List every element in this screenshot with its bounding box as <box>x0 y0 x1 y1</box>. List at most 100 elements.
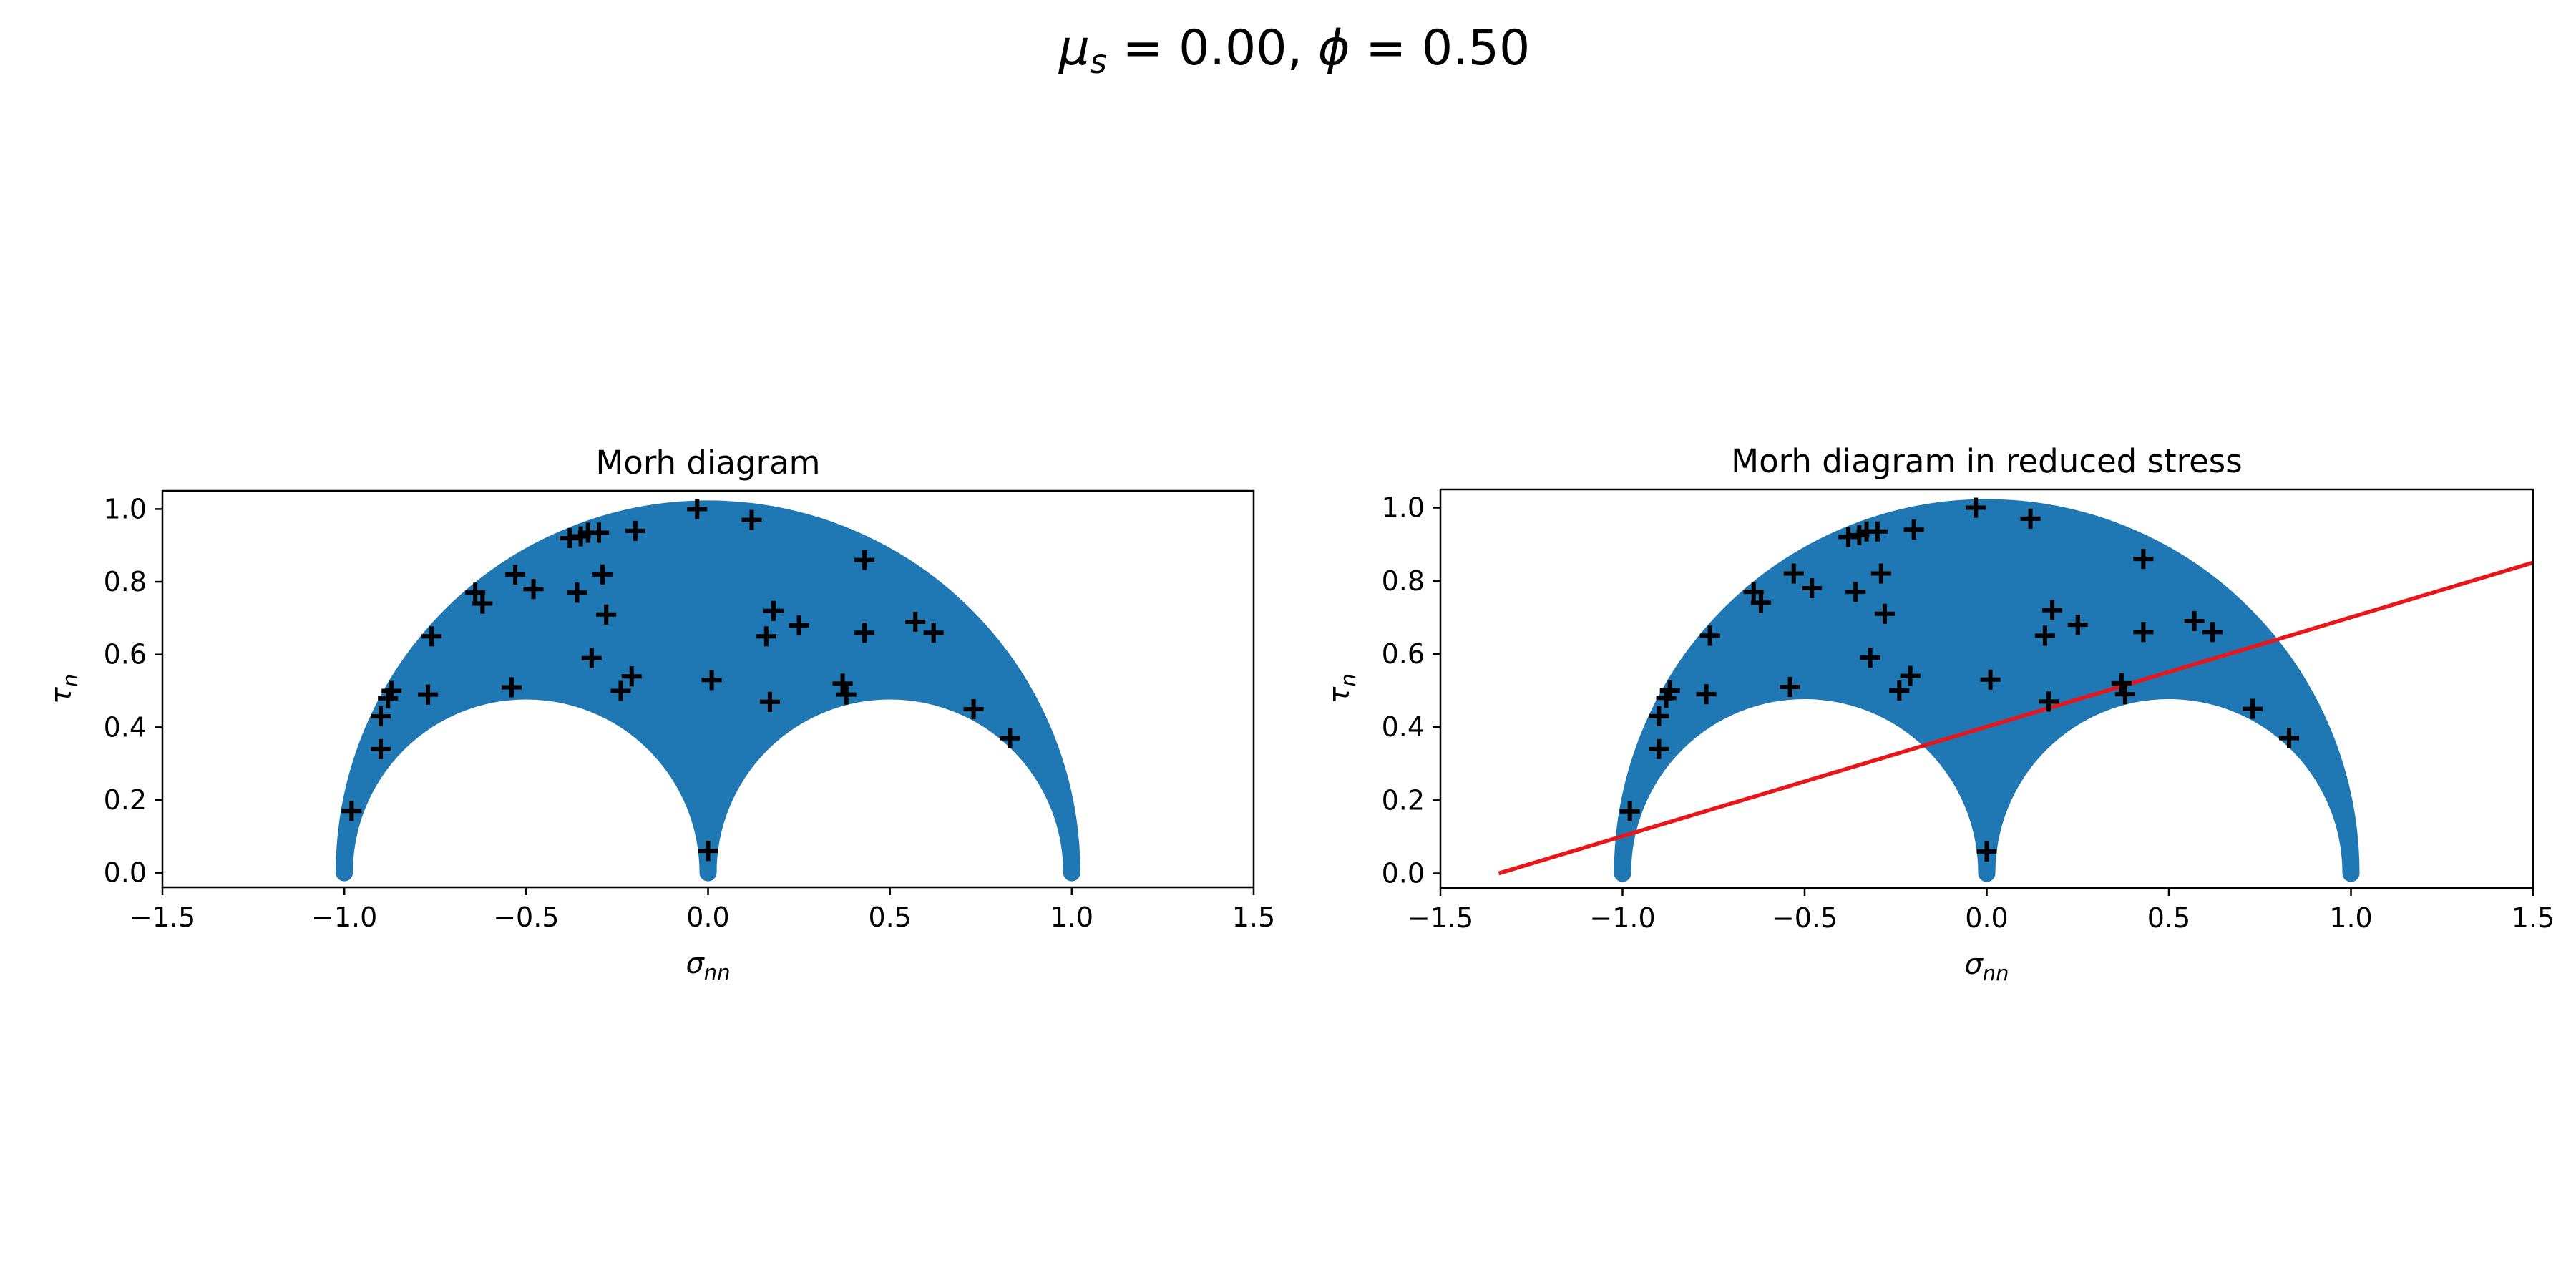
data-point-25 <box>341 801 362 821</box>
data-point-1 <box>687 499 708 519</box>
data-point-20 <box>1696 684 1717 705</box>
data-point-37 <box>2202 622 2223 643</box>
data-point-38 <box>2243 698 2263 719</box>
y-tick-label: 1.0 <box>1382 492 1425 524</box>
y-tick-label: 0.4 <box>1382 711 1425 743</box>
data-point-28 <box>759 691 780 712</box>
x-tick-label: −0.5 <box>1772 902 1838 934</box>
data-point-19 <box>1780 676 1800 697</box>
x-tick-label: 1.0 <box>1050 902 1093 933</box>
data-point-39 <box>2278 728 2299 748</box>
data-point-10 <box>505 564 526 585</box>
data-point-17 <box>1900 665 1921 686</box>
data-point-28 <box>2039 691 2059 712</box>
x-tick-label: 0.5 <box>868 902 911 933</box>
fit-line-1 <box>1498 560 2533 876</box>
data-point-38 <box>963 698 984 719</box>
data-point-2 <box>741 509 762 530</box>
figure-suptitle: μs = 0.00, ϕ = 0.50 <box>1058 20 1531 81</box>
y-axis-label: τn <box>1323 673 1360 703</box>
data-point-7 <box>560 528 580 549</box>
data-point-35 <box>854 623 875 643</box>
data-point-33 <box>836 684 857 705</box>
data-point-23 <box>371 706 391 727</box>
data-point-37 <box>923 623 944 643</box>
data-point-39 <box>1000 728 1020 748</box>
data-point-3 <box>625 520 645 541</box>
data-point-11 <box>1802 577 1823 598</box>
subplot-1: −1.5 −1.0 −0.5 0.0 0.5 1.0 1.5 0.0 0.2 0.4 0.6 0.8 1… <box>45 444 1275 985</box>
x-tick-label: −0.5 <box>493 902 559 933</box>
data-point-8 <box>465 582 486 603</box>
data-point-26 <box>1980 669 2001 690</box>
data-point-24 <box>371 738 391 759</box>
mohr-region <box>1614 499 2360 882</box>
data-point-33 <box>2114 684 2135 705</box>
x-tick-label: −1.5 <box>130 902 195 933</box>
data-point-3 <box>1903 519 1924 540</box>
data-point-25 <box>1619 801 1640 821</box>
x-tick-label: −1.5 <box>1407 902 1473 934</box>
data-point-27 <box>698 841 718 862</box>
data-point-7 <box>1838 527 1859 547</box>
data-point-20 <box>418 684 439 705</box>
data-point-18 <box>1889 680 1910 701</box>
x-tick-label: 1.5 <box>1232 902 1275 933</box>
y-tick-label: 0.8 <box>1382 565 1425 597</box>
y-tick-label: 0.2 <box>1382 784 1425 816</box>
data-point-17 <box>621 666 642 687</box>
data-point-2 <box>2020 508 2041 529</box>
y-axis-label: τn <box>45 674 82 704</box>
data-point-26 <box>701 670 722 691</box>
data-point-23 <box>1649 706 1669 726</box>
data-point-13 <box>592 564 613 585</box>
subplot-title: Morh diagram in reduced stress <box>1731 442 2242 480</box>
data-point-11 <box>523 579 544 600</box>
data-point-24 <box>1649 738 1669 759</box>
y-tick-label: 0.8 <box>104 566 147 597</box>
data-point-14 <box>1874 603 1895 624</box>
data-point-27 <box>1976 841 1997 862</box>
x-tick-label: −1.0 <box>311 902 377 933</box>
mohr-region <box>344 509 1072 872</box>
data-point-9 <box>472 593 493 614</box>
x-tick-label: −1.0 <box>1589 902 1655 934</box>
data-point-9 <box>1750 592 1771 613</box>
data-point-36 <box>905 611 926 632</box>
data-point-15 <box>421 626 442 647</box>
plot-area <box>1498 497 2533 882</box>
data-point-35 <box>2133 622 2154 643</box>
x-tick-label: 1.5 <box>2512 902 2555 934</box>
y-tick-label: 0.0 <box>104 857 147 889</box>
plot-area <box>341 499 1072 872</box>
x-tick-label: 0.5 <box>2147 902 2190 934</box>
data-point-32 <box>2111 673 2132 693</box>
y-tick-label: 0.0 <box>1382 858 1425 889</box>
data-point-22 <box>1656 688 1677 708</box>
data-point-16 <box>1860 648 1880 668</box>
data-point-22 <box>378 688 399 708</box>
data-point-15 <box>1699 625 1720 646</box>
data-point-12 <box>1845 582 1866 602</box>
data-point-13 <box>1870 563 1891 584</box>
data-point-29 <box>2034 625 2055 646</box>
x-tick-label: 1.0 <box>2329 902 2372 934</box>
y-tick-label: 0.2 <box>104 784 147 816</box>
y-tick-label: 0.6 <box>1382 638 1425 670</box>
x-tick-label: 0.0 <box>1965 902 2008 934</box>
data-point-8 <box>1743 582 1764 602</box>
data-point-19 <box>502 677 522 698</box>
data-point-18 <box>610 680 631 701</box>
data-point-29 <box>756 626 776 647</box>
data-point-32 <box>832 673 853 694</box>
y-tick-label: 0.4 <box>104 711 147 743</box>
data-point-34 <box>854 550 875 570</box>
data-point-16 <box>581 648 602 668</box>
data-point-34 <box>2133 549 2154 570</box>
x-tick-label: 0.0 <box>686 902 729 933</box>
x-axis-label: σnn <box>1964 948 2009 985</box>
y-tick-label: 0.6 <box>104 639 147 670</box>
subplot-2: −1.5 −1.0 −0.5 0.0 0.5 1.0 1.5 0.0 0.2 0.4 0.6 0.8 1… <box>1323 442 2555 985</box>
data-point-12 <box>567 582 587 603</box>
